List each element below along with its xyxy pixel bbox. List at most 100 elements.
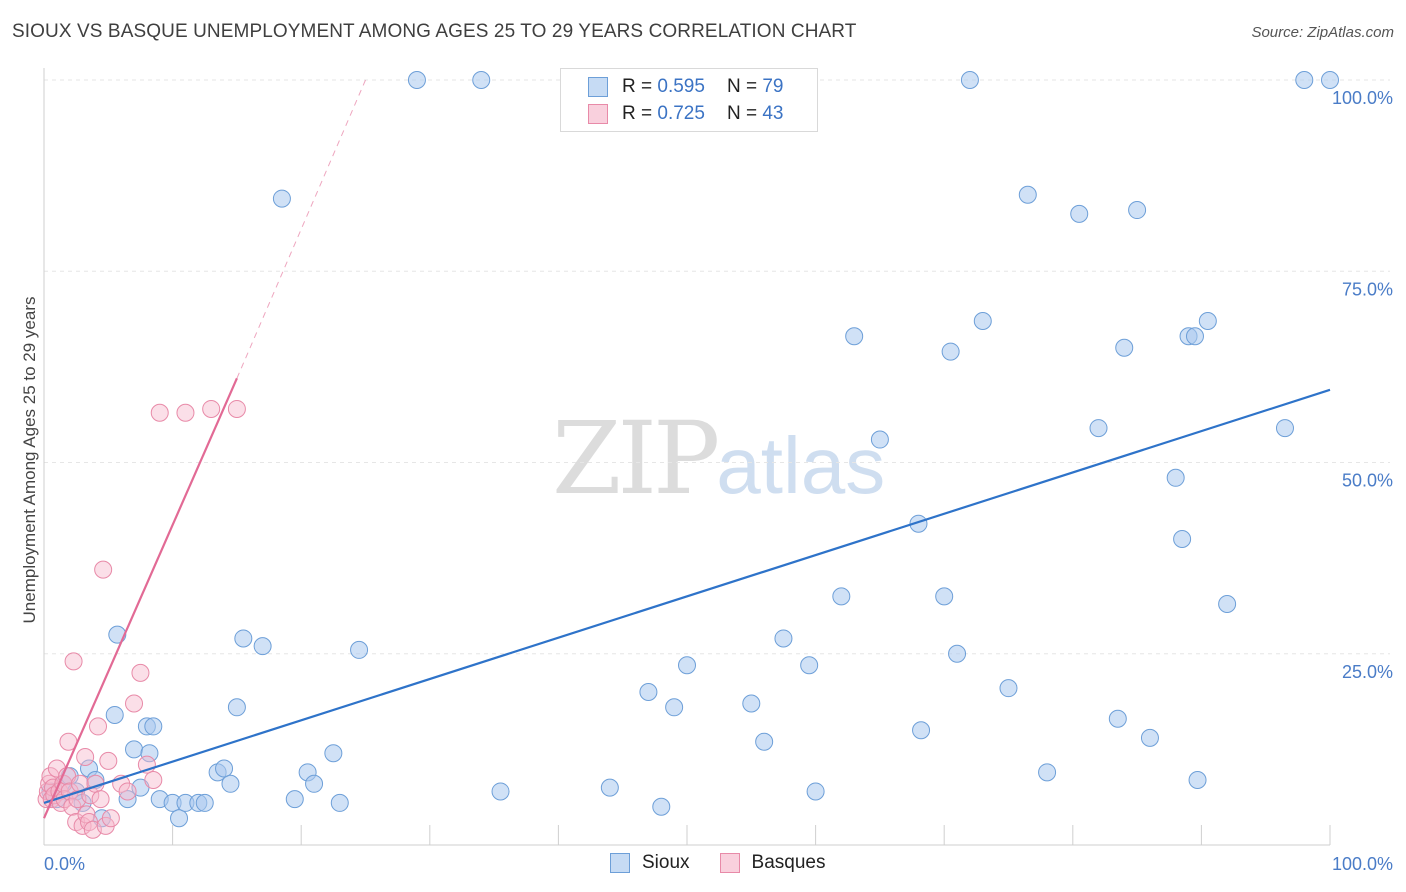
sioux-point [140, 744, 159, 763]
basques-point [64, 652, 83, 671]
basques-point [144, 770, 163, 789]
sioux-point [1108, 709, 1127, 728]
basques-point [99, 751, 118, 770]
basques-r-label: R = [622, 103, 653, 124]
legend-row-sioux: R = 0.595 N = 79 [561, 73, 783, 101]
sioux-point [845, 327, 864, 346]
sioux-point [215, 759, 234, 778]
sioux-point [407, 71, 426, 89]
sioux-trend-line [43, 388, 1331, 804]
sioux-point [1173, 530, 1192, 548]
legend-row-basques: R = 0.725 N = 43 [561, 100, 783, 128]
sioux-point [1115, 338, 1134, 357]
sioux-point [1018, 185, 1037, 204]
sioux-point [742, 694, 761, 713]
y-tick-label-25: 25.0% [1342, 662, 1393, 682]
sioux-point [1140, 728, 1159, 747]
basques-point [118, 782, 137, 801]
watermark-zip: ZIP [552, 400, 720, 517]
sioux-point [105, 705, 124, 724]
basques-point [202, 399, 221, 418]
sioux-point [999, 679, 1018, 698]
x-tick-label-min: 0.0% [44, 854, 85, 874]
sioux-point [935, 587, 954, 606]
sioux-point [350, 640, 369, 659]
basques-point [150, 403, 169, 422]
y-tick-label-100: 100.0% [1332, 88, 1393, 108]
sioux-point [832, 587, 851, 606]
sioux-point [1185, 327, 1204, 346]
sioux-n-label: N = [726, 76, 758, 97]
sioux-point [948, 644, 967, 663]
sioux-point [1321, 71, 1339, 89]
sioux-point [755, 732, 774, 751]
legend-item-basques[interactable]: Basques [719, 852, 826, 874]
sioux-legend-label: Sioux [642, 852, 690, 873]
sioux-point [1218, 595, 1237, 614]
sioux-point [234, 629, 253, 648]
basques-legend-label: Basques [751, 852, 826, 873]
sioux-swatch [588, 77, 608, 97]
sioux-point [941, 342, 960, 361]
sioux-point [324, 744, 343, 763]
basques-point [176, 403, 195, 422]
sioux-point [108, 625, 127, 644]
sioux-point [195, 793, 214, 812]
source-credit: Source: ZipAtlas.com [1251, 24, 1394, 41]
basques-trend-extension [236, 79, 366, 379]
sioux-point [912, 721, 931, 740]
correlation-legend: R = 0.595 N = 79 R = 0.725 N = 43 [560, 68, 818, 132]
basques-point [101, 809, 120, 828]
sioux-point [1275, 419, 1294, 438]
basques-trend-line [42, 377, 238, 819]
basques-n-label: N = [726, 103, 758, 124]
sioux-point [305, 774, 324, 793]
sioux-point [806, 782, 825, 801]
sioux-point [272, 189, 291, 208]
basques-point [76, 748, 95, 767]
sioux-r-label: R = [622, 76, 653, 97]
sioux-point [221, 774, 240, 793]
sioux-legend-swatch [610, 853, 630, 873]
sioux-point [973, 311, 992, 330]
basques-point [131, 663, 150, 682]
sioux-point [1166, 468, 1185, 487]
legend-item-sioux[interactable]: Sioux [610, 852, 690, 874]
sioux-point [639, 683, 658, 701]
sioux-point [1089, 419, 1108, 438]
sioux-point [1128, 201, 1147, 220]
sioux-point [491, 782, 510, 801]
sioux-point [774, 629, 793, 648]
y-axis-label: Unemployment Among Ages 25 to 29 years [20, 296, 39, 624]
sioux-point [472, 71, 491, 89]
watermark: ZIPatlas [552, 400, 885, 517]
basques-point [91, 790, 110, 809]
sioux-point [1198, 311, 1217, 330]
sioux-point [1188, 770, 1207, 789]
sioux-point [960, 71, 979, 89]
y-tick-label-50: 50.0% [1342, 471, 1393, 491]
sioux-point [125, 740, 144, 759]
basques-swatch [588, 104, 608, 124]
basques-point [125, 694, 144, 713]
sioux-point [253, 637, 272, 656]
sioux-point [652, 797, 671, 816]
sioux-n-value: 79 [762, 76, 784, 97]
sioux-point [1295, 71, 1314, 89]
sioux-point [118, 790, 137, 809]
basques-r-value: 0.725 [657, 103, 705, 124]
basques-legend-swatch [719, 853, 740, 873]
sioux-point [330, 793, 349, 812]
basques-point [227, 399, 246, 418]
basques-point [89, 717, 108, 736]
series-legend: Sioux Basques [610, 852, 855, 874]
watermark-atlas: atlas [716, 421, 886, 510]
sioux-point [678, 656, 696, 675]
x-tick-label-max: 100.0% [1332, 854, 1393, 874]
chart-title: SIOUX VS BASQUE UNEMPLOYMENT AMONG AGES … [12, 21, 857, 42]
basques-point [81, 786, 100, 805]
sioux-point [665, 698, 684, 717]
sioux-point [285, 790, 304, 809]
sioux-point [800, 656, 819, 675]
